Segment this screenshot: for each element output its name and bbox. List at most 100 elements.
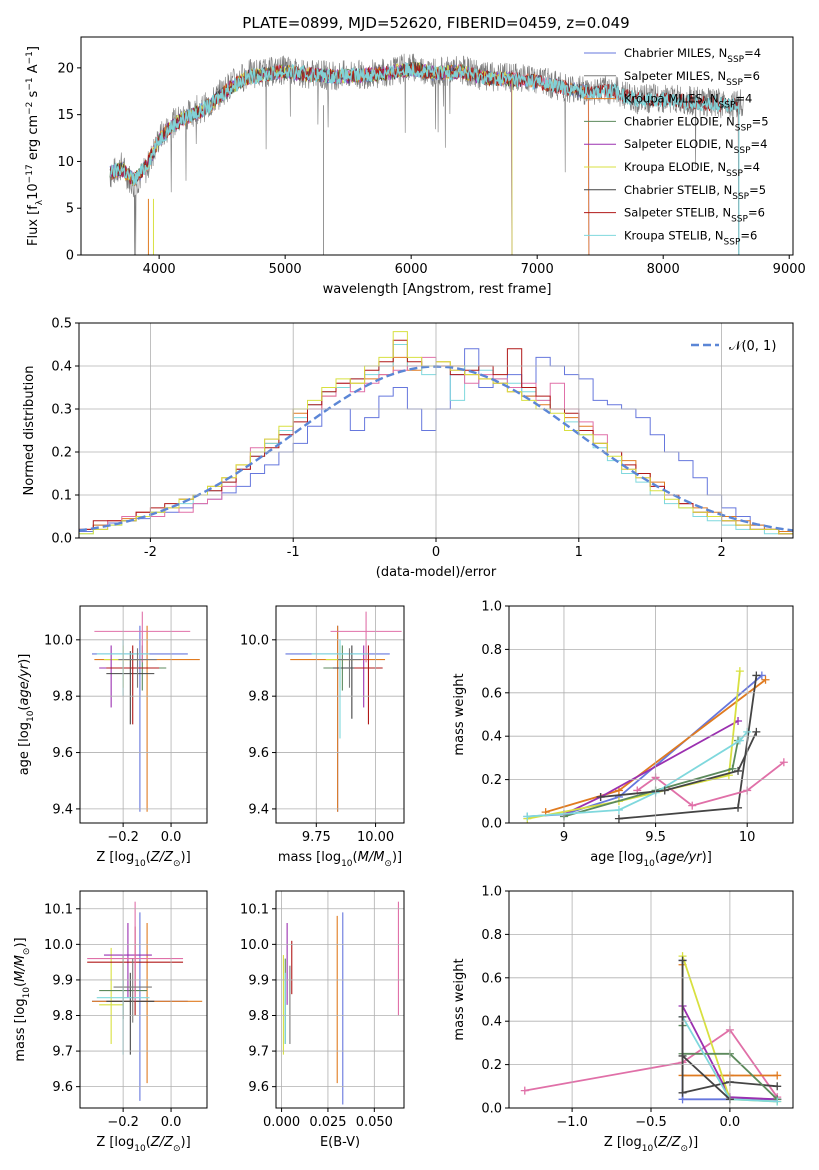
plot-area: [285, 611, 402, 812]
y-tick-label: 0.2: [51, 446, 72, 461]
x-tick-label: 4000: [143, 262, 176, 277]
weight-series-marker: [779, 758, 788, 767]
y-axis-label: mass weight: [452, 673, 467, 755]
y-tick-label: 10: [57, 155, 74, 170]
y-tick-label: 10.0: [240, 633, 269, 648]
x-tick-label: 2: [717, 545, 725, 560]
x-axis-label: (data-model)/error: [376, 565, 497, 580]
x-tick-label: 9.75: [302, 830, 331, 845]
y-axis-label: mass [log10(M/M⊙)]: [13, 937, 32, 1061]
legend-entry-label: Chabrier MILES, NSSP=4: [624, 46, 761, 65]
y-tick-label: 9.6: [248, 746, 269, 761]
y-tick-label: 9.8: [248, 690, 269, 705]
x-tick-label: 10: [739, 830, 756, 845]
y-tick-label: 0.2: [481, 1058, 502, 1073]
y-tick-label: 9.9: [52, 973, 73, 988]
y-axis-label: Flux [fλ10−17 erg cm−2 s−1 A−1]: [25, 46, 45, 246]
x-tick-label: 8000: [647, 262, 680, 277]
legend-entry-label: Salpeter STELIB, NSSP=6: [624, 206, 765, 225]
y-tick-label: 9.7: [248, 1045, 269, 1060]
panel-mass-vs-ebv: 0.000 0.025 0.050 9.6 9.7 9.8 9.9 10.0 10.1 E(B-V…: [240, 890, 405, 1150]
y-tick-label: 9.7: [52, 1045, 73, 1060]
axes-frame: [275, 605, 405, 824]
legend-entry-label: 𝒩(0, 1): [729, 339, 776, 354]
weight-series-marker: [678, 956, 687, 965]
y-tick-label: 9.8: [52, 1009, 73, 1024]
y-tick-label: 9.8: [248, 1009, 269, 1024]
panel-mass-vs-z: −0.2 0.0 9.6 9.7 9.8 9.9 10.0 10.1 Z [log10(Z/Z⊙…: [13, 890, 208, 1154]
y-tick-label: 9.6: [248, 1080, 269, 1095]
legend-entry-label: Kroupa STELIB, NSSP=6: [624, 228, 757, 247]
x-tick-label: −1.0: [556, 1115, 588, 1130]
legend-entry-label: Chabrier STELIB, NSSP=5: [624, 183, 766, 202]
panel-age-vs-z: −0.2 0.0 9.4 9.6 9.8 10.0 Z [log10(Z/Z⊙)] age […: [17, 605, 208, 869]
x-tick-label: 6000: [395, 262, 428, 277]
legend-entry-label: Chabrier ELODIE, NSSP=5: [624, 114, 769, 133]
legend-entry-label: Kroupa ELODIE, NSSP=4: [624, 160, 760, 179]
y-tick-label: 0.0: [51, 532, 72, 547]
y-tick-label: 0.0: [481, 817, 502, 832]
weight-series-marker: [734, 766, 743, 775]
x-axis-label: Z [log10(Z/Z⊙)]: [96, 850, 190, 869]
weight-series-marker: [678, 1012, 687, 1021]
axes-frame: [508, 890, 794, 1109]
y-tick-label: 1.0: [481, 600, 502, 615]
y-tick-label: 0.6: [481, 686, 502, 701]
weight-series-marker: [688, 801, 697, 810]
x-axis-label: E(B-V): [320, 1135, 360, 1150]
legend-entry-label: Salpeter MILES, NSSP=6: [624, 69, 760, 88]
weight-series-marker: [678, 1051, 687, 1060]
x-tick-label: −0.5: [635, 1115, 667, 1130]
x-axis-label: wavelength [Angstrom, rest frame]: [323, 282, 552, 297]
y-tick-label: 20: [57, 61, 74, 76]
weight-series-marker: [734, 803, 743, 812]
y-tick-label: 0: [66, 249, 74, 264]
x-tick-label: -1: [287, 545, 300, 560]
weight-series-marker: [773, 1097, 782, 1106]
axes-frame: [508, 605, 794, 824]
weight-series-marker: [773, 1071, 782, 1080]
x-tick-label: 1: [575, 545, 583, 560]
y-tick-label: 1.0: [481, 885, 502, 900]
weight-series-marker: [678, 1088, 687, 1097]
weight-series-marker: [735, 667, 744, 676]
y-tick-label: 10.1: [44, 902, 73, 917]
y-tick-label: 0.3: [51, 403, 72, 418]
x-tick-label: −0.2: [107, 830, 139, 845]
y-tick-label: 9.9: [248, 973, 269, 988]
y-tick-label: 9.8: [52, 690, 73, 705]
y-tick-label: 9.6: [52, 746, 73, 761]
x-tick-label: 0.025: [309, 1115, 346, 1130]
weight-series-marker: [735, 736, 744, 745]
y-axis-label: age [log10(age/yr)]: [17, 654, 36, 776]
x-tick-label: 0.0: [720, 1115, 741, 1130]
y-tick-label: 10.0: [240, 938, 269, 953]
legend-entry-label: Kroupa MILES, NSSP=4: [624, 92, 752, 111]
axes-frame: [78, 322, 794, 539]
plot-area: [109, 53, 744, 255]
y-tick-label: 0.4: [481, 730, 502, 745]
figure-title: PLATE=0899, MJD=52620, FIBERID=0459, z=0…: [242, 14, 629, 32]
x-tick-label: 0.0: [161, 1115, 182, 1130]
weight-series-marker: [752, 727, 761, 736]
y-tick-label: 9.4: [52, 802, 73, 817]
x-tick-label: 0: [432, 545, 440, 560]
axes-frame: [79, 890, 208, 1109]
axes-frame: [275, 890, 405, 1109]
weight-series-marker: [761, 675, 770, 684]
weight-series-marker: [614, 805, 623, 814]
legend-entry-label: Salpeter ELODIE, NSSP=4: [624, 137, 767, 156]
y-tick-label: 0.4: [481, 1015, 502, 1030]
y-axis-label: Normed distribution: [22, 366, 37, 496]
axes-frame: [79, 605, 208, 824]
x-tick-label: 0.050: [356, 1115, 393, 1130]
weight-series-line: [524, 1028, 778, 1098]
y-tick-label: 5: [66, 202, 74, 217]
panel-spectrum: 4000 5000 6000 7000 8000 9000 0 5 10 15 20 waveleng…: [25, 36, 806, 297]
panel-age-vs-mass: 9.75 10.00 9.4 9.6 9.8 10.0 mass [log10(M/M⊙)]: [240, 605, 405, 869]
x-tick-label: 0.000: [263, 1115, 300, 1130]
y-tick-label: 10.0: [44, 938, 73, 953]
weight-series-marker: [752, 671, 761, 680]
weight-series-marker: [520, 1086, 529, 1095]
